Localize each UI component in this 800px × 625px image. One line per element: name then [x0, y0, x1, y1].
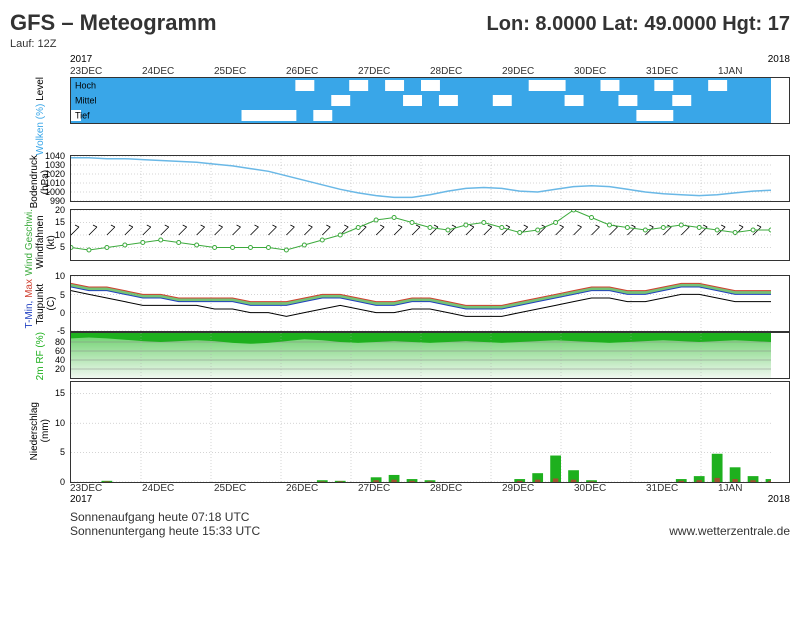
- sunset-label: Sonnenuntergang heute 15:33 UTC: [70, 524, 260, 538]
- run-label: Lauf: 12Z: [10, 38, 790, 50]
- year-start: 2017: [70, 54, 92, 65]
- year-end: 2018: [768, 54, 790, 65]
- x-axis-bottom: 23DEC24DEC25DEC26DEC27DEC28DEC29DEC30DEC…: [70, 483, 790, 494]
- year-end-bot: 2018: [768, 494, 790, 505]
- meteogram-chart: 2017 2018 23DEC24DEC25DEC26DEC27DEC28DEC…: [10, 54, 790, 506]
- svg-text:Hoch: Hoch: [75, 81, 96, 91]
- footer: Sonnenaufgang heute 07:18 UTC Sonnenunte…: [70, 510, 790, 538]
- sunrise-label: Sonnenaufgang heute 07:18 UTC: [70, 510, 790, 524]
- svg-text:Tief: Tief: [75, 111, 90, 121]
- x-axis-top: 23DEC24DEC25DEC26DEC27DEC28DEC29DEC30DEC…: [70, 66, 790, 77]
- year-start-bot: 2017: [70, 494, 92, 505]
- svg-text:Mittel: Mittel: [75, 96, 97, 106]
- coords-label: Lon: 8.0000 Lat: 49.0000 Hgt: 17: [487, 13, 790, 36]
- source-label: www.wetterzentrale.de: [669, 524, 790, 538]
- chart-title: GFS – Meteogramm: [10, 10, 217, 36]
